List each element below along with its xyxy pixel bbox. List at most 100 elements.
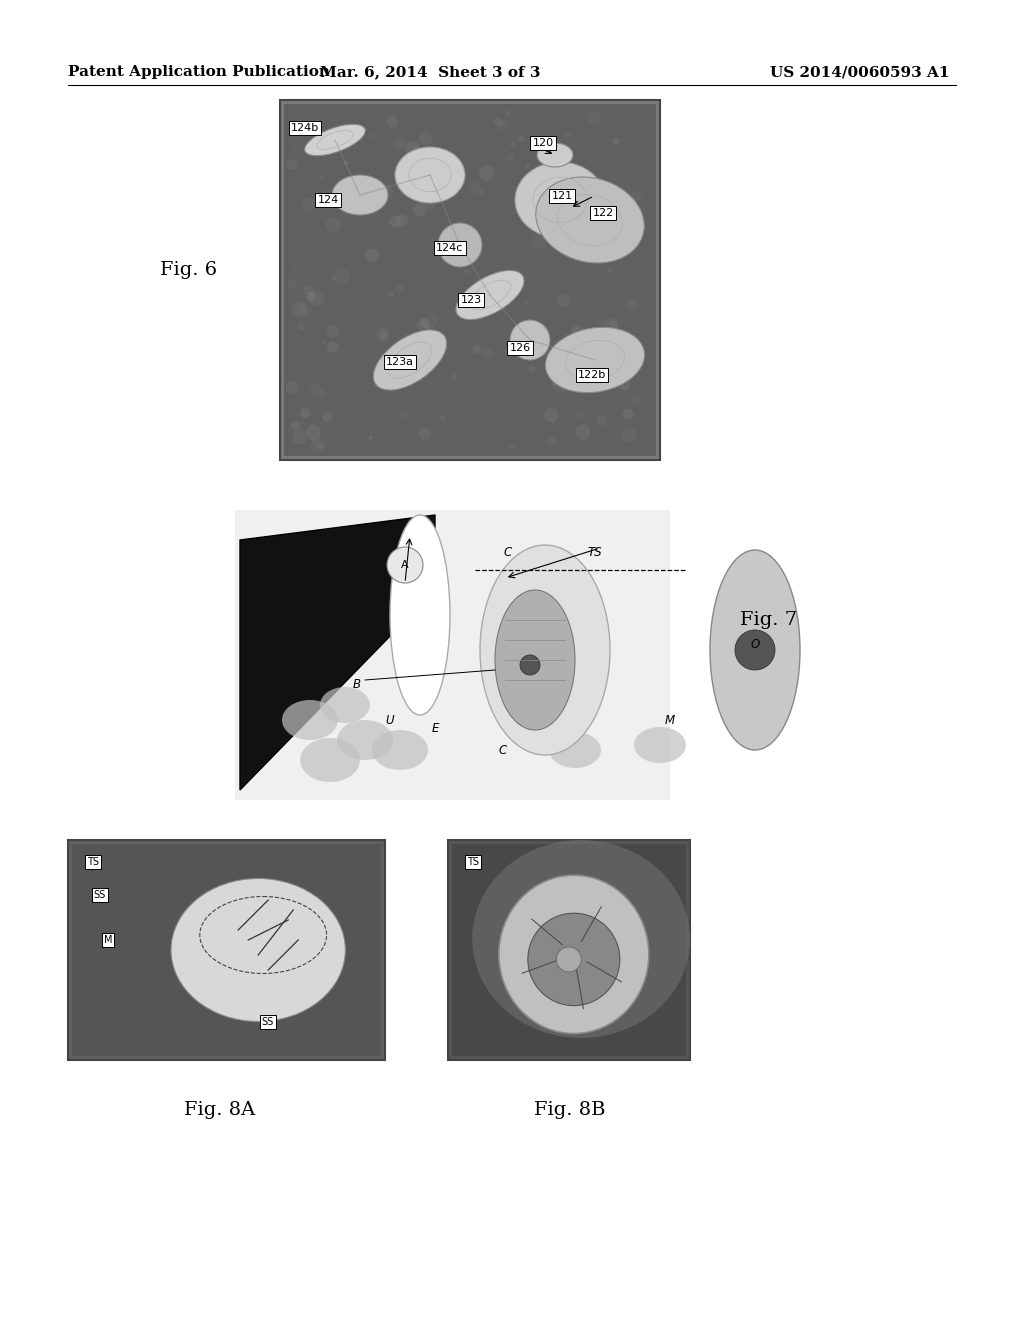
Circle shape: [369, 132, 376, 140]
Ellipse shape: [537, 143, 573, 168]
Ellipse shape: [332, 176, 388, 215]
Text: Mar. 6, 2014  Sheet 3 of 3: Mar. 6, 2014 Sheet 3 of 3: [319, 65, 541, 79]
Circle shape: [563, 131, 571, 140]
Circle shape: [387, 117, 398, 128]
Text: TS: TS: [87, 857, 99, 867]
Circle shape: [326, 325, 339, 337]
Circle shape: [451, 374, 458, 380]
Circle shape: [292, 430, 306, 445]
Circle shape: [504, 348, 509, 352]
Circle shape: [476, 253, 480, 257]
Circle shape: [334, 268, 350, 284]
Text: Fig. 6: Fig. 6: [160, 261, 217, 279]
Circle shape: [369, 436, 373, 440]
Circle shape: [420, 370, 428, 378]
Text: TS: TS: [467, 857, 479, 867]
Ellipse shape: [472, 840, 690, 1038]
Circle shape: [327, 341, 338, 352]
Circle shape: [388, 292, 394, 297]
Circle shape: [518, 180, 531, 193]
Circle shape: [306, 292, 315, 301]
Ellipse shape: [556, 946, 582, 972]
Circle shape: [622, 234, 637, 249]
Circle shape: [366, 248, 379, 263]
Ellipse shape: [456, 271, 524, 319]
Circle shape: [495, 275, 501, 281]
Circle shape: [406, 141, 420, 156]
Ellipse shape: [282, 700, 338, 741]
Bar: [72, 843, 381, 1056]
Circle shape: [419, 132, 432, 145]
Circle shape: [587, 180, 593, 185]
Circle shape: [593, 345, 603, 354]
Ellipse shape: [546, 327, 644, 392]
Text: 124c: 124c: [436, 243, 464, 253]
Circle shape: [606, 220, 614, 230]
Text: 120: 120: [532, 139, 554, 148]
Ellipse shape: [390, 515, 450, 715]
Circle shape: [572, 166, 587, 181]
Circle shape: [584, 230, 589, 235]
Circle shape: [627, 300, 638, 310]
Circle shape: [292, 301, 307, 317]
Circle shape: [423, 195, 437, 210]
Bar: [68, 840, 385, 1060]
Circle shape: [401, 358, 413, 370]
Text: C: C: [499, 743, 507, 756]
Circle shape: [610, 321, 618, 329]
Ellipse shape: [710, 550, 800, 750]
Circle shape: [498, 120, 509, 132]
Text: C: C: [504, 545, 512, 558]
Text: TS: TS: [588, 545, 602, 558]
Circle shape: [437, 190, 445, 198]
Circle shape: [593, 249, 605, 263]
Circle shape: [425, 323, 434, 334]
Circle shape: [618, 379, 631, 391]
Circle shape: [419, 426, 431, 440]
Text: Fig. 8B: Fig. 8B: [535, 1101, 606, 1119]
Ellipse shape: [438, 223, 482, 267]
Ellipse shape: [319, 686, 370, 723]
Circle shape: [293, 148, 297, 152]
Circle shape: [600, 355, 612, 368]
Circle shape: [510, 141, 515, 147]
Ellipse shape: [499, 875, 649, 1034]
Text: 124: 124: [317, 195, 339, 205]
Text: SS: SS: [94, 890, 106, 900]
Circle shape: [292, 267, 296, 272]
Circle shape: [305, 425, 322, 441]
Circle shape: [632, 190, 641, 201]
Text: Fig. 8A: Fig. 8A: [184, 1101, 256, 1119]
Circle shape: [633, 396, 641, 404]
Circle shape: [623, 409, 634, 420]
Circle shape: [387, 546, 423, 583]
Circle shape: [310, 383, 323, 396]
Ellipse shape: [549, 733, 601, 768]
Ellipse shape: [171, 879, 345, 1022]
Circle shape: [612, 137, 620, 145]
Circle shape: [473, 345, 481, 354]
Circle shape: [544, 408, 559, 422]
Text: E: E: [431, 722, 438, 734]
Circle shape: [413, 203, 426, 216]
Circle shape: [571, 325, 584, 337]
Circle shape: [612, 190, 622, 199]
Circle shape: [597, 318, 605, 326]
Circle shape: [481, 347, 494, 359]
Circle shape: [323, 412, 332, 422]
Circle shape: [391, 309, 395, 313]
Circle shape: [561, 178, 573, 189]
Text: 122b: 122b: [578, 370, 606, 380]
Circle shape: [357, 131, 364, 136]
Ellipse shape: [495, 590, 575, 730]
Bar: [449, 840, 690, 1060]
Text: M: M: [665, 714, 675, 726]
Circle shape: [469, 181, 480, 193]
Text: 123a: 123a: [386, 356, 414, 367]
Circle shape: [546, 437, 556, 447]
Bar: [280, 100, 660, 459]
Circle shape: [507, 153, 514, 161]
Text: 121: 121: [552, 191, 572, 201]
Circle shape: [344, 161, 348, 165]
Bar: [284, 104, 656, 455]
